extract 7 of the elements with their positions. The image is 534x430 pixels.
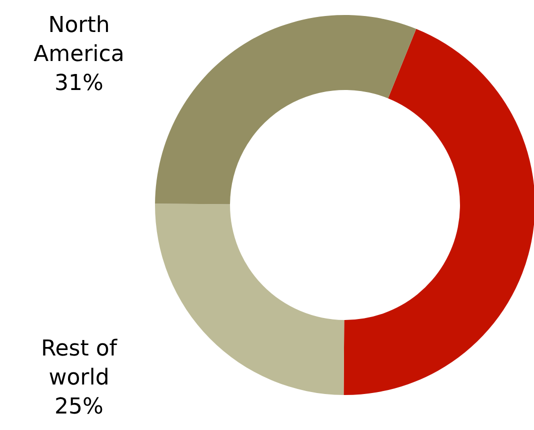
slice-label: Rest of world bbox=[40, 336, 118, 390]
data-label: 31% bbox=[54, 71, 104, 96]
data-label: 25% bbox=[54, 394, 104, 420]
donut-slice bbox=[155, 15, 416, 204]
donut-slice bbox=[344, 28, 534, 395]
donut-slice bbox=[155, 204, 344, 395]
slice-label: North America bbox=[34, 13, 124, 68]
